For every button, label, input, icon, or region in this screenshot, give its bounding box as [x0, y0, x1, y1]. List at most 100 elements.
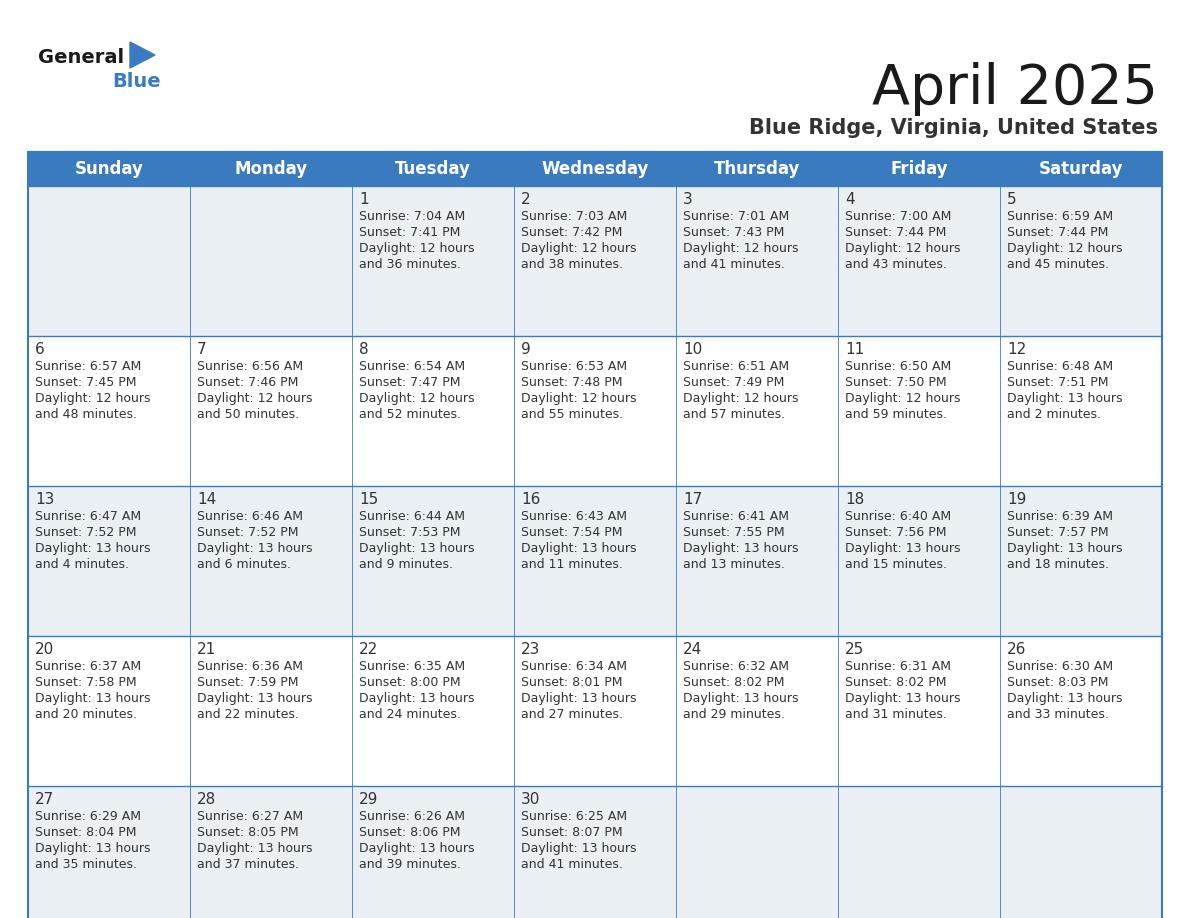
- Bar: [29, 486, 1162, 636]
- Text: Friday: Friday: [890, 160, 948, 178]
- Text: Sunrise: 6:36 AM: Sunrise: 6:36 AM: [197, 660, 303, 673]
- Text: Daylight: 12 hours: Daylight: 12 hours: [683, 392, 798, 405]
- Text: Tuesday: Tuesday: [396, 160, 470, 178]
- Text: Sunset: 7:44 PM: Sunset: 7:44 PM: [1007, 226, 1108, 239]
- Text: Sunrise: 6:48 AM: Sunrise: 6:48 AM: [1007, 360, 1113, 373]
- Text: Sunset: 8:04 PM: Sunset: 8:04 PM: [34, 826, 137, 839]
- Text: Sunset: 8:03 PM: Sunset: 8:03 PM: [1007, 676, 1108, 689]
- Text: and 27 minutes.: and 27 minutes.: [522, 708, 623, 721]
- Text: 17: 17: [683, 492, 702, 507]
- Text: Daylight: 13 hours: Daylight: 13 hours: [1007, 392, 1123, 405]
- Text: and 39 minutes.: and 39 minutes.: [359, 858, 461, 871]
- Bar: [29, 786, 1162, 918]
- Text: 30: 30: [522, 792, 541, 807]
- Text: and 22 minutes.: and 22 minutes.: [197, 708, 299, 721]
- Text: 4: 4: [845, 192, 854, 207]
- Polygon shape: [129, 42, 154, 68]
- Text: and 11 minutes.: and 11 minutes.: [522, 558, 623, 571]
- Text: Sunset: 7:53 PM: Sunset: 7:53 PM: [359, 526, 461, 539]
- Text: and 9 minutes.: and 9 minutes.: [359, 558, 453, 571]
- Text: Sunrise: 7:00 AM: Sunrise: 7:00 AM: [845, 210, 952, 223]
- Text: and 18 minutes.: and 18 minutes.: [1007, 558, 1110, 571]
- Text: 1: 1: [359, 192, 368, 207]
- Text: and 2 minutes.: and 2 minutes.: [1007, 408, 1101, 421]
- Text: Daylight: 12 hours: Daylight: 12 hours: [359, 392, 474, 405]
- Text: Sunset: 7:44 PM: Sunset: 7:44 PM: [845, 226, 947, 239]
- Text: Sunset: 7:54 PM: Sunset: 7:54 PM: [522, 526, 623, 539]
- Text: Sunrise: 7:04 AM: Sunrise: 7:04 AM: [359, 210, 466, 223]
- Text: Sunset: 7:56 PM: Sunset: 7:56 PM: [845, 526, 947, 539]
- Text: 24: 24: [683, 642, 702, 657]
- Text: Daylight: 12 hours: Daylight: 12 hours: [845, 242, 961, 255]
- Text: and 55 minutes.: and 55 minutes.: [522, 408, 624, 421]
- Text: Sunset: 7:55 PM: Sunset: 7:55 PM: [683, 526, 784, 539]
- Text: Sunrise: 6:50 AM: Sunrise: 6:50 AM: [845, 360, 952, 373]
- Text: and 52 minutes.: and 52 minutes.: [359, 408, 461, 421]
- Text: and 35 minutes.: and 35 minutes.: [34, 858, 137, 871]
- Text: General: General: [38, 48, 124, 67]
- Text: 29: 29: [359, 792, 378, 807]
- Text: 26: 26: [1007, 642, 1026, 657]
- Text: Daylight: 13 hours: Daylight: 13 hours: [197, 692, 312, 705]
- Text: Sunset: 7:50 PM: Sunset: 7:50 PM: [845, 376, 947, 389]
- Text: Sunrise: 7:03 AM: Sunrise: 7:03 AM: [522, 210, 627, 223]
- Text: and 43 minutes.: and 43 minutes.: [845, 258, 947, 271]
- Text: Daylight: 13 hours: Daylight: 13 hours: [34, 842, 151, 855]
- Text: 3: 3: [683, 192, 693, 207]
- Text: 2: 2: [522, 192, 531, 207]
- Text: Sunset: 7:41 PM: Sunset: 7:41 PM: [359, 226, 461, 239]
- Text: and 13 minutes.: and 13 minutes.: [683, 558, 785, 571]
- Text: 15: 15: [359, 492, 378, 507]
- Text: Daylight: 12 hours: Daylight: 12 hours: [1007, 242, 1123, 255]
- Text: 10: 10: [683, 342, 702, 357]
- Text: Sunset: 7:59 PM: Sunset: 7:59 PM: [197, 676, 298, 689]
- Text: Daylight: 13 hours: Daylight: 13 hours: [359, 842, 474, 855]
- Text: Sunday: Sunday: [75, 160, 144, 178]
- Text: Daylight: 13 hours: Daylight: 13 hours: [359, 542, 474, 555]
- Text: Sunset: 8:01 PM: Sunset: 8:01 PM: [522, 676, 623, 689]
- Text: 7: 7: [197, 342, 207, 357]
- Text: Sunset: 8:02 PM: Sunset: 8:02 PM: [683, 676, 784, 689]
- Text: Sunset: 7:45 PM: Sunset: 7:45 PM: [34, 376, 137, 389]
- Text: Sunrise: 6:40 AM: Sunrise: 6:40 AM: [845, 510, 952, 523]
- Text: Sunrise: 6:56 AM: Sunrise: 6:56 AM: [197, 360, 303, 373]
- Text: and 20 minutes.: and 20 minutes.: [34, 708, 137, 721]
- Text: Daylight: 13 hours: Daylight: 13 hours: [845, 542, 961, 555]
- Text: 5: 5: [1007, 192, 1017, 207]
- Text: Sunrise: 6:27 AM: Sunrise: 6:27 AM: [197, 810, 303, 823]
- Text: Sunset: 8:02 PM: Sunset: 8:02 PM: [845, 676, 947, 689]
- Text: Sunset: 7:51 PM: Sunset: 7:51 PM: [1007, 376, 1108, 389]
- Text: and 33 minutes.: and 33 minutes.: [1007, 708, 1108, 721]
- Text: Sunrise: 6:54 AM: Sunrise: 6:54 AM: [359, 360, 466, 373]
- Text: Daylight: 12 hours: Daylight: 12 hours: [683, 242, 798, 255]
- Text: Sunrise: 6:39 AM: Sunrise: 6:39 AM: [1007, 510, 1113, 523]
- Text: Daylight: 13 hours: Daylight: 13 hours: [197, 842, 312, 855]
- Text: Sunrise: 6:51 AM: Sunrise: 6:51 AM: [683, 360, 789, 373]
- Text: Daylight: 13 hours: Daylight: 13 hours: [1007, 692, 1123, 705]
- Text: Daylight: 13 hours: Daylight: 13 hours: [34, 692, 151, 705]
- Text: and 48 minutes.: and 48 minutes.: [34, 408, 137, 421]
- Text: Sunrise: 6:59 AM: Sunrise: 6:59 AM: [1007, 210, 1113, 223]
- Text: Sunrise: 6:43 AM: Sunrise: 6:43 AM: [522, 510, 627, 523]
- Text: 8: 8: [359, 342, 368, 357]
- Text: and 57 minutes.: and 57 minutes.: [683, 408, 785, 421]
- Text: Sunset: 7:58 PM: Sunset: 7:58 PM: [34, 676, 137, 689]
- Text: Sunset: 8:05 PM: Sunset: 8:05 PM: [197, 826, 298, 839]
- Text: Daylight: 13 hours: Daylight: 13 hours: [1007, 542, 1123, 555]
- Text: Daylight: 13 hours: Daylight: 13 hours: [683, 692, 798, 705]
- Text: 27: 27: [34, 792, 55, 807]
- Text: Daylight: 13 hours: Daylight: 13 hours: [522, 542, 637, 555]
- Text: Sunrise: 6:37 AM: Sunrise: 6:37 AM: [34, 660, 141, 673]
- Bar: [29, 186, 1162, 336]
- Text: Sunrise: 6:30 AM: Sunrise: 6:30 AM: [1007, 660, 1113, 673]
- Text: Blue Ridge, Virginia, United States: Blue Ridge, Virginia, United States: [748, 118, 1158, 138]
- Text: Wednesday: Wednesday: [542, 160, 649, 178]
- Text: and 37 minutes.: and 37 minutes.: [197, 858, 299, 871]
- Text: Saturday: Saturday: [1038, 160, 1123, 178]
- Text: Sunrise: 6:44 AM: Sunrise: 6:44 AM: [359, 510, 465, 523]
- Text: 16: 16: [522, 492, 541, 507]
- Text: 11: 11: [845, 342, 864, 357]
- Text: Sunrise: 6:53 AM: Sunrise: 6:53 AM: [522, 360, 627, 373]
- Text: Monday: Monday: [234, 160, 308, 178]
- Text: Sunset: 7:47 PM: Sunset: 7:47 PM: [359, 376, 461, 389]
